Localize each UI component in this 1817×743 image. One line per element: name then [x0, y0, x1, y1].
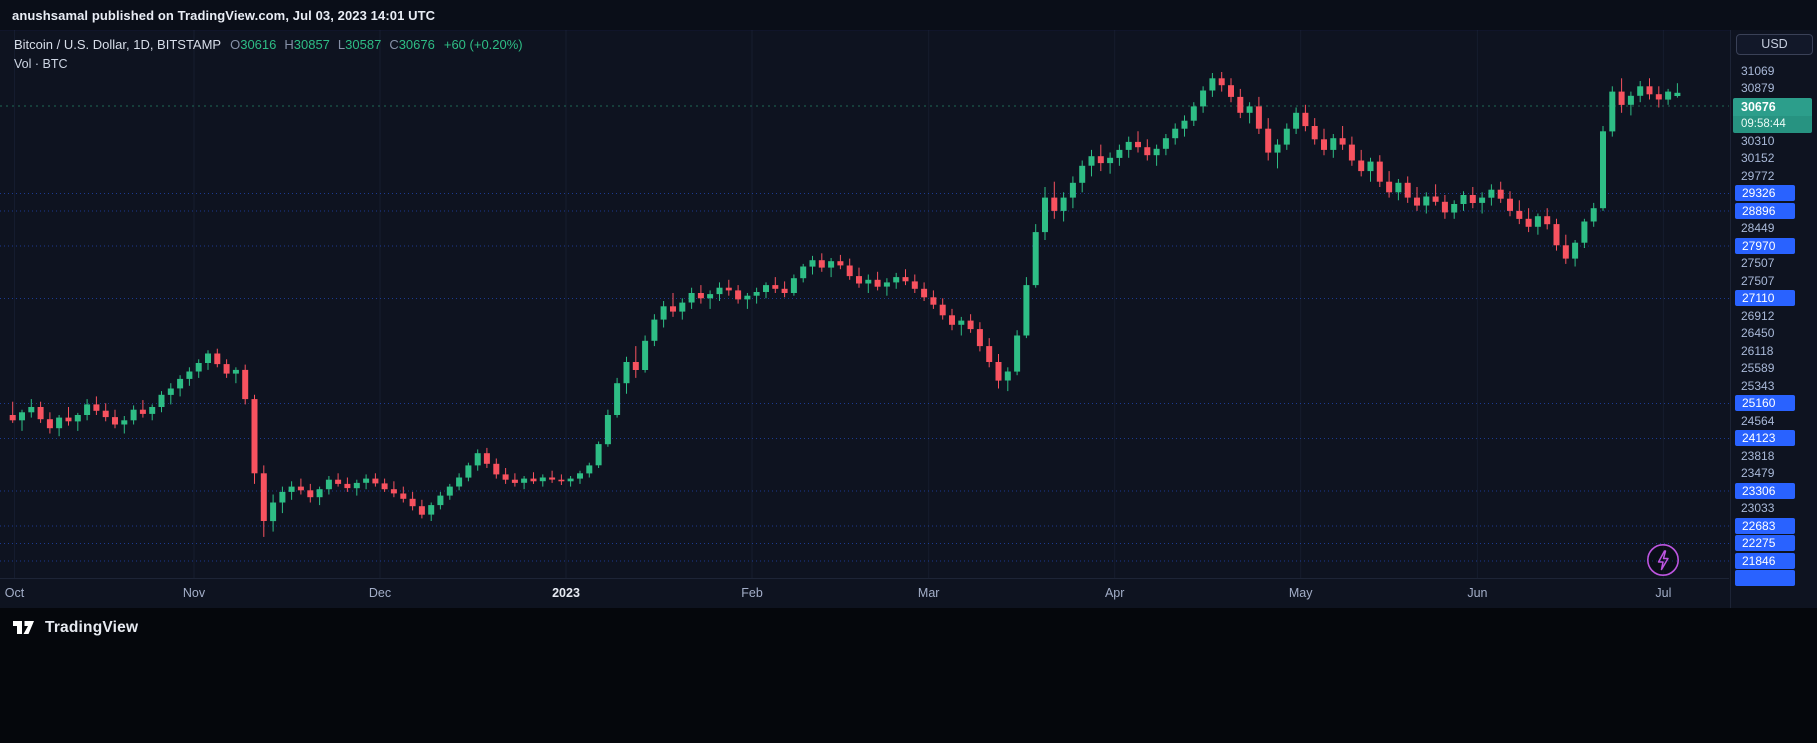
- time-axis[interactable]: Oct Nov Dec 2023 Feb Mar Apr May Jun Jul: [0, 578, 1729, 609]
- price-axis-label: 27507: [1741, 256, 1775, 270]
- price-level-badge: 29326: [1735, 185, 1795, 201]
- price-axis-label: 28449: [1741, 221, 1775, 235]
- price-axis-label: 23306: [1731, 482, 1817, 500]
- price-axis-label: 23033: [1741, 501, 1775, 515]
- price-level-badge: 22683: [1735, 517, 1795, 534]
- lightning-button[interactable]: [1646, 543, 1680, 577]
- price-axis-label: 25589: [1741, 361, 1775, 375]
- price-axis-label: 31069: [1741, 63, 1775, 78]
- price-axis-label: 30152: [1741, 151, 1775, 165]
- price-level-badge: 21846: [1735, 552, 1795, 569]
- price-axis-label: 23818: [1741, 448, 1775, 463]
- chart-plot-area[interactable]: Bitcoin / U.S. Dollar, 1D, BITSTAMP O306…: [0, 30, 1729, 578]
- change-value: +60 (+0.20%): [443, 37, 523, 52]
- open-label: O: [230, 37, 241, 52]
- tradingview-logo-icon: [13, 621, 34, 634]
- price-axis-label: 28896: [1731, 202, 1817, 220]
- price-level-badge: 23306: [1735, 482, 1795, 499]
- time-axis-label: Dec: [368, 586, 392, 600]
- price-axis-label: [1731, 570, 1817, 587]
- tradingview-logo[interactable]: TradingView: [12, 618, 138, 637]
- price-axis-label: 26912: [1741, 308, 1775, 323]
- price-axis-label: 27110: [1731, 290, 1817, 307]
- price-level-badge: 22275: [1735, 535, 1795, 551]
- price-axis-labels: 31069 30879 30676 09:58:44 30310 30152 29772 29…: [1731, 30, 1817, 608]
- current-price-label: 30676 09:58:44: [1733, 97, 1812, 133]
- time-axis-label: Jun: [1467, 586, 1488, 600]
- time-axis-label: Jul: [1655, 586, 1672, 600]
- current-price-value: 30676: [1733, 97, 1812, 116]
- time-axis-label: 2023: [552, 586, 580, 600]
- price-axis-label: 21846: [1731, 552, 1817, 570]
- price-axis-label: 22275: [1731, 535, 1817, 552]
- price-axis-label: 27970: [1731, 237, 1817, 255]
- time-axis-label: Feb: [741, 586, 763, 600]
- high-value: 30857: [293, 37, 330, 52]
- time-axis-label: Oct: [4, 586, 25, 600]
- price-axis-label: 29772: [1741, 168, 1775, 183]
- candlestick-chart[interactable]: [0, 30, 1729, 578]
- time-axis-label: Nov: [182, 586, 206, 600]
- price-axis-label: 22683: [1731, 517, 1817, 535]
- currency-toggle-button[interactable]: USD: [1736, 34, 1813, 55]
- time-axis-label: May: [1288, 586, 1313, 600]
- chart-legend: Bitcoin / U.S. Dollar, 1D, BITSTAMP O306…: [14, 35, 523, 74]
- price-level-badge: 27110: [1735, 290, 1795, 306]
- attribution-bar: anushsamal published on TradingView.com,…: [0, 0, 1817, 31]
- price-axis-label: 30879: [1741, 81, 1775, 95]
- price-level-badge: [1735, 570, 1795, 586]
- price-axis-label: 29326: [1731, 185, 1817, 202]
- price-axis-label: 23479: [1741, 466, 1775, 480]
- price-axis-label: 30310: [1741, 133, 1775, 148]
- close-value: 30676: [398, 37, 435, 52]
- price-level-badge: 27970: [1735, 237, 1795, 254]
- price-axis-label: 24123: [1731, 430, 1817, 447]
- price-axis[interactable]: USD 31069 30879 30676 09:58:44 30310 30152 297…: [1730, 30, 1817, 608]
- attribution-text: anushsamal published on TradingView.com,…: [12, 7, 436, 23]
- high-label: H: [284, 37, 294, 52]
- footer-bar: TradingView: [0, 608, 1817, 743]
- brand-text: TradingView: [45, 618, 139, 636]
- low-value: 30587: [345, 37, 382, 52]
- close-label: C: [389, 37, 399, 52]
- volume-indicator-label[interactable]: Vol · BTC: [14, 57, 68, 71]
- low-label: L: [337, 37, 346, 52]
- price-level-badge: 24123: [1735, 430, 1795, 446]
- symbol-title[interactable]: Bitcoin / U.S. Dollar, 1D, BITSTAMP: [14, 37, 222, 52]
- ohlc-readout: O30616 H30857 L30587 C30676: [230, 35, 435, 54]
- price-axis-label: 26450: [1741, 326, 1775, 340]
- price-axis-label: 24564: [1741, 413, 1775, 428]
- price-axis-label: 26118: [1741, 343, 1774, 358]
- lightning-icon: [1647, 544, 1679, 576]
- price-level-badge: 28896: [1735, 202, 1795, 219]
- price-axis-label: 25343: [1741, 378, 1775, 393]
- time-axis-label: Mar: [917, 586, 940, 600]
- bar-countdown: 09:58:44: [1733, 115, 1812, 133]
- time-axis-label: Apr: [1104, 586, 1125, 600]
- price-axis-label: 27507: [1741, 273, 1775, 288]
- open-value: 30616: [240, 37, 277, 52]
- price-level-badge: 25160: [1735, 395, 1795, 411]
- price-axis-label: 25160: [1731, 395, 1817, 412]
